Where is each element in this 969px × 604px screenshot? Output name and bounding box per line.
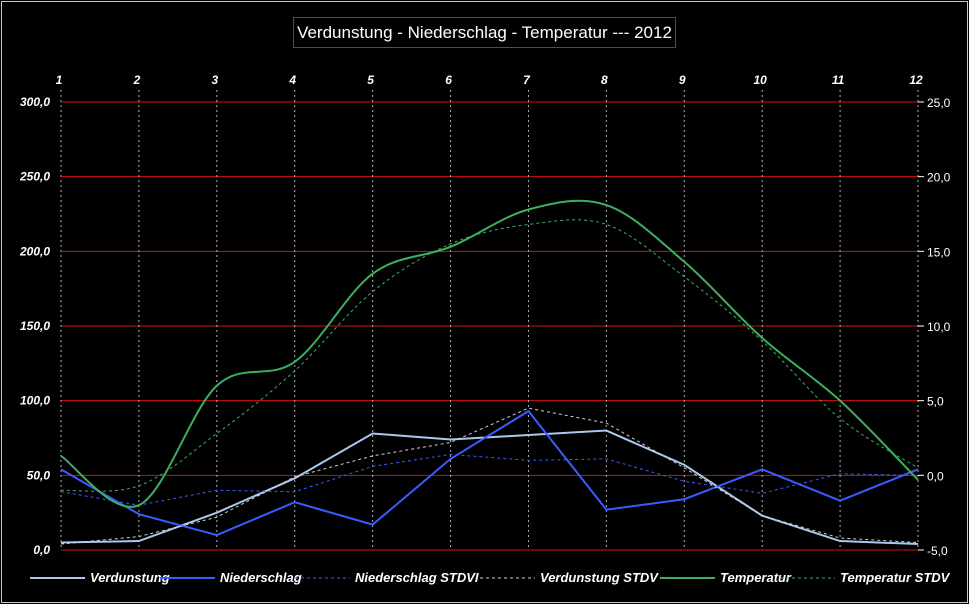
x-tick-label: 10 (754, 73, 768, 87)
y-left-tick-label: 200,0 (19, 244, 50, 258)
series-line-temperatur-stdv (60, 219, 919, 492)
y-right-tick-label: 5,0 (927, 395, 944, 409)
y-left-tick-label: 300,0 (20, 95, 50, 109)
legend-label: Niederschlag STDVI (355, 570, 479, 585)
y-left-tick-label: 50,0 (27, 468, 51, 482)
series-line-temperatur (60, 199, 919, 508)
x-tick-label: 4 (288, 73, 296, 87)
y-left-tick-label: 100,0 (20, 394, 50, 408)
series-line-verdunstung-stdv (60, 407, 919, 545)
x-tick-label: 8 (601, 73, 608, 87)
x-tick-label: 7 (523, 73, 531, 87)
y-right-tick-label: 20,0 (927, 171, 951, 185)
series-line-niederschlag-stdvi (60, 453, 919, 506)
x-tick-label: 3 (211, 73, 218, 87)
x-tick-label: 11 (832, 73, 845, 87)
y-right-tick-label: 0,0 (927, 469, 944, 483)
legend-label: Verdunstung (90, 570, 170, 585)
legend-label: Temperatur (720, 570, 792, 585)
x-tick-label: 6 (445, 73, 452, 87)
y-right-tick-label: -5,0 (927, 544, 948, 558)
y-left-tick-label: 0,0 (33, 543, 50, 557)
x-tick-label: 9 (679, 73, 686, 87)
series-line-verdunstung (60, 429, 919, 546)
chart-title: Verdunstung - Niederschlag - Temperatur … (293, 17, 676, 48)
y-left-tick-label: 150,0 (20, 319, 50, 333)
x-tick-label: 12 (909, 73, 923, 87)
y-right-tick-label: 10,0 (927, 320, 951, 334)
x-tick-label: 2 (133, 73, 141, 87)
legend-label: Verdunstung STDV (540, 570, 659, 585)
series-line-niederschlag (60, 409, 919, 537)
x-tick-label: 1 (56, 73, 63, 87)
legend-label: Niederschlag (220, 570, 302, 585)
y-right-tick-label: 15,0 (927, 245, 951, 259)
y-right-tick-label: 25,0 (927, 96, 951, 110)
legend-label: Temperatur STDV (840, 570, 951, 585)
x-tick-label: 5 (367, 73, 374, 87)
y-left-tick-label: 250,0 (19, 170, 50, 184)
